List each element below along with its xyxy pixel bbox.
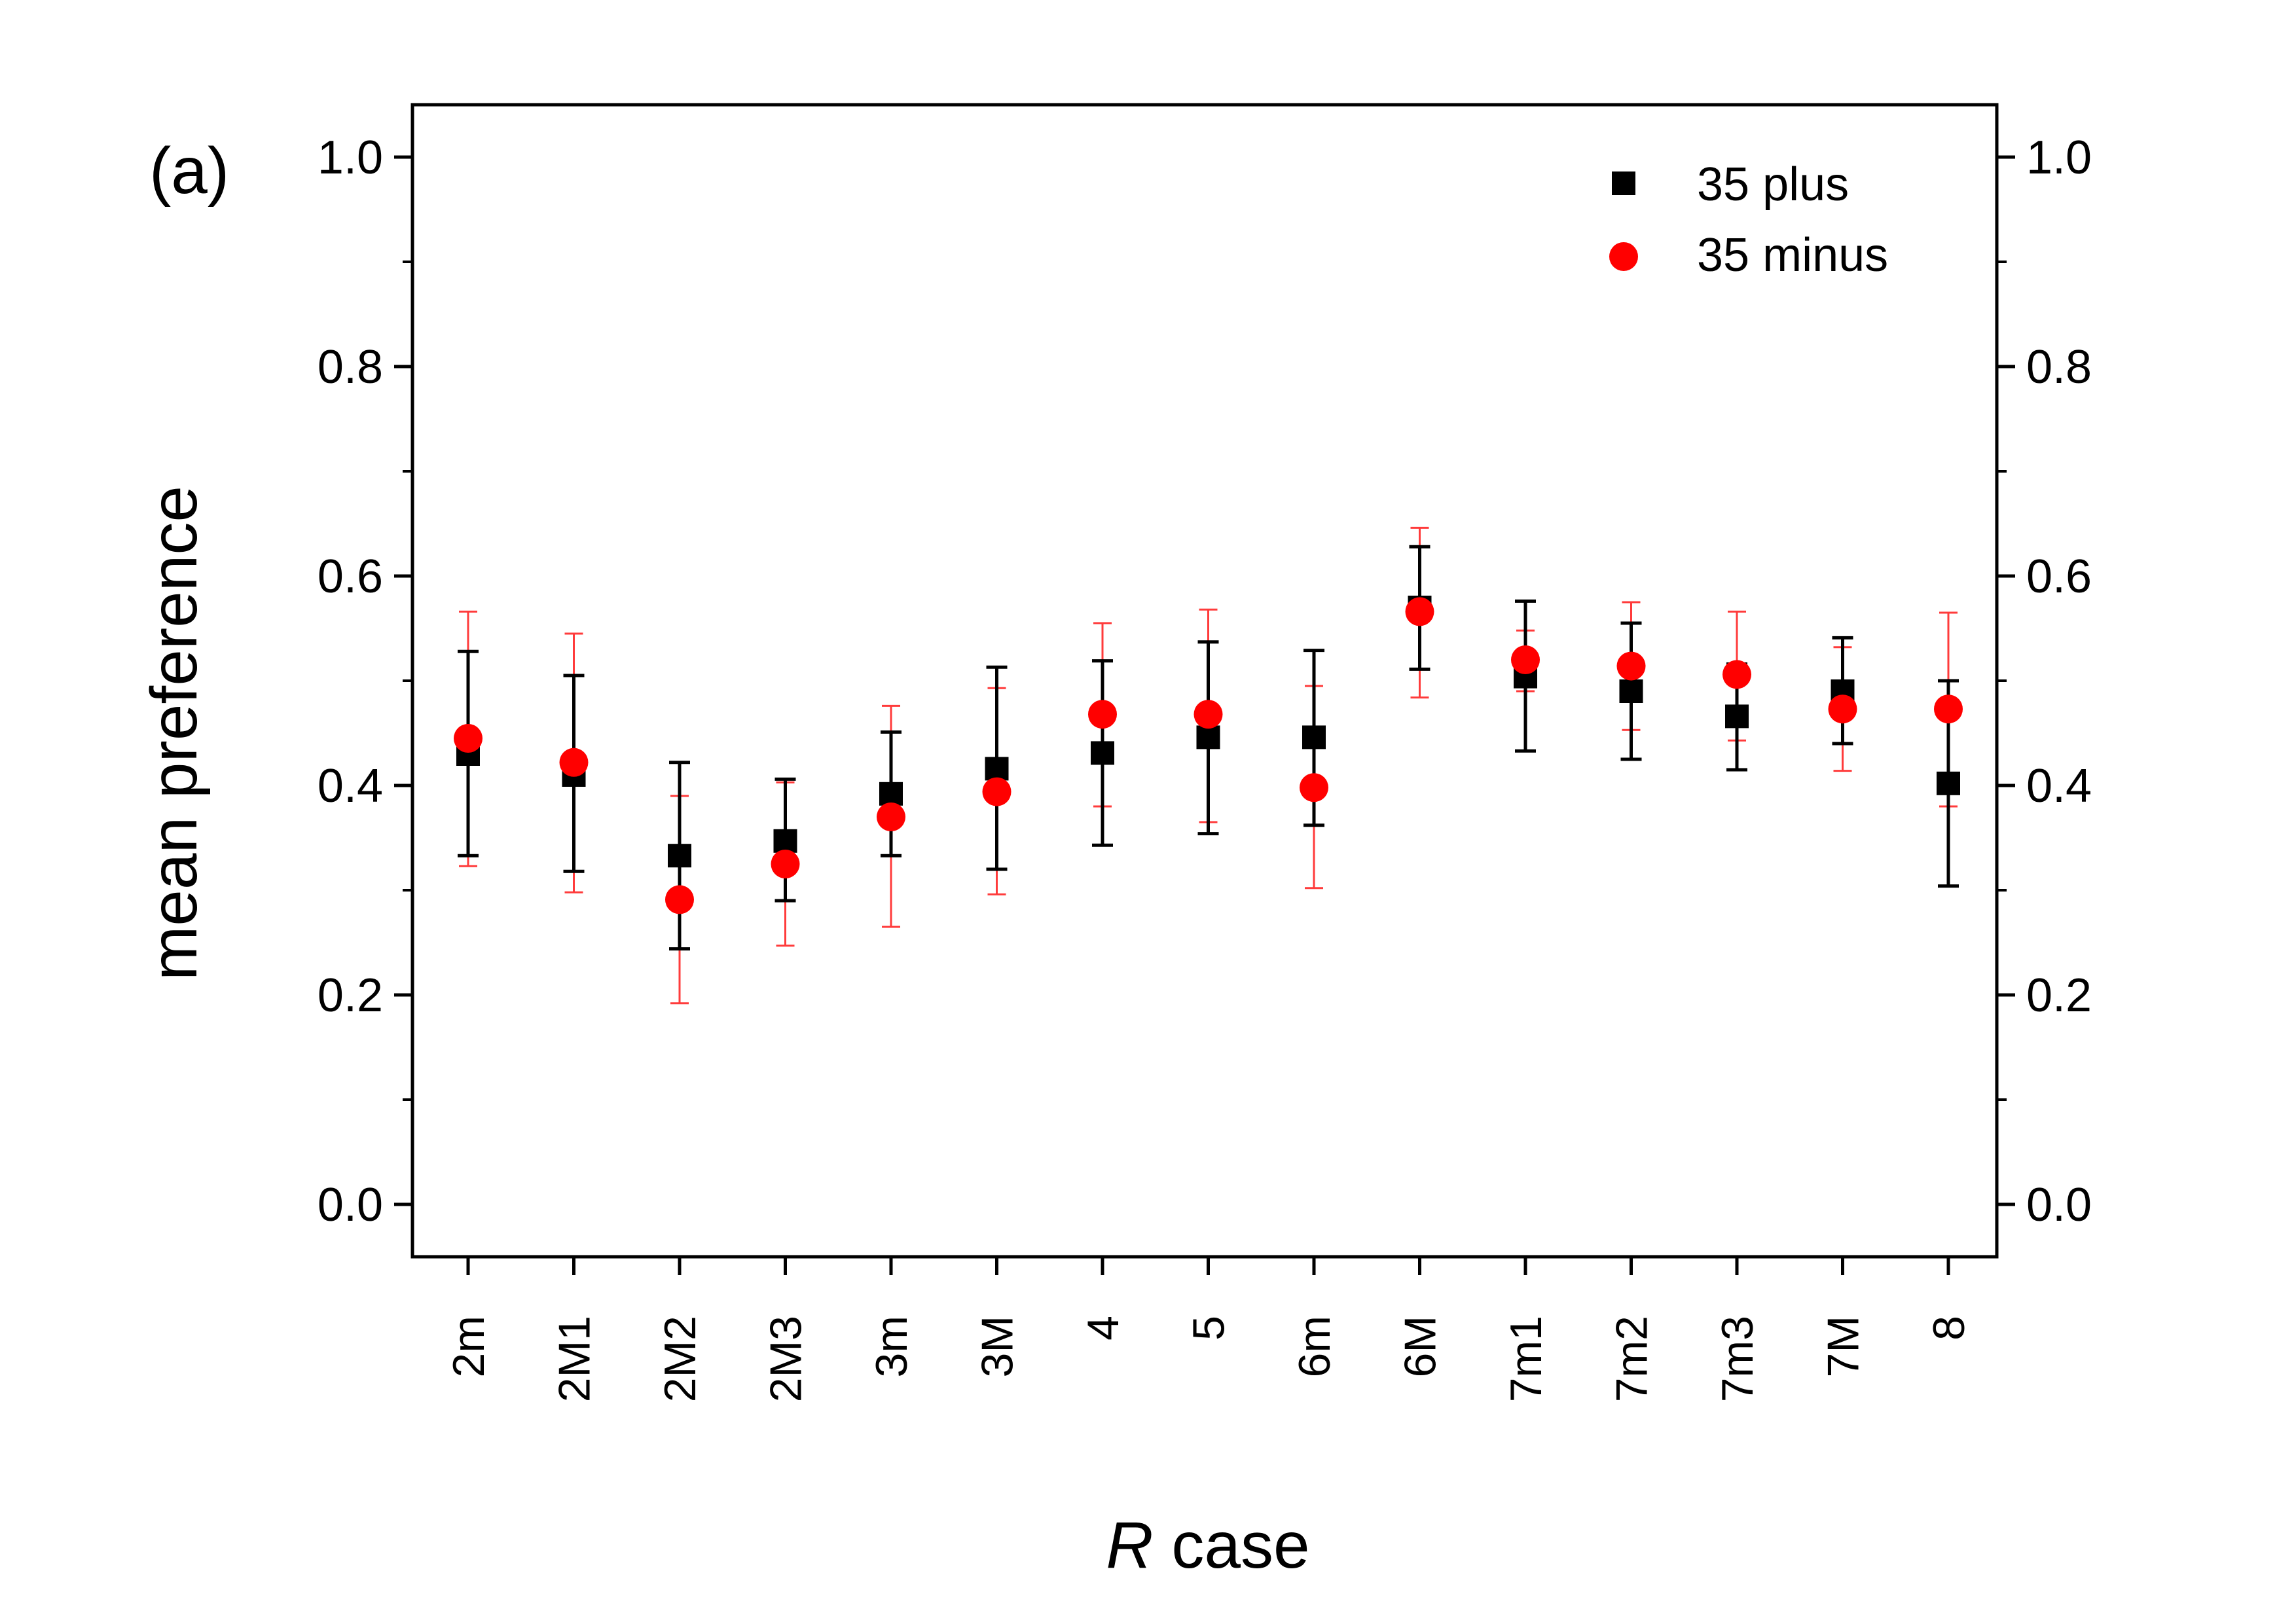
y-tick-label-left: 0.0	[318, 1179, 383, 1231]
data-point-circle	[1616, 651, 1646, 681]
y-tick-label-right: 0.2	[2026, 969, 2092, 1022]
x-tick-label: 6M	[1396, 1316, 1446, 1377]
data-point-circle	[559, 748, 589, 777]
data-point-square	[1302, 725, 1326, 749]
data-point-circle	[1722, 660, 1751, 689]
data-point-square	[668, 844, 691, 868]
x-tick-label: 3m	[867, 1316, 917, 1377]
x-tick-label: 7m2	[1607, 1316, 1657, 1402]
data-point-circle	[1511, 645, 1540, 674]
data-point-square	[985, 757, 1009, 781]
legend-label-35-plus: 35 plus	[1697, 158, 1849, 211]
x-axis-title-text: case	[1154, 1509, 1310, 1582]
y-tick-label-left: 0.2	[318, 969, 383, 1022]
y-axis-right: 0.0 0.2 0.4 0.6 0.8 1.0	[1997, 132, 2092, 1231]
x-tick-label: 7M	[1819, 1316, 1868, 1377]
y-tick-label-right: 0.6	[2026, 550, 2092, 603]
data-point-square	[1196, 725, 1220, 749]
errorbars-35-plus	[458, 545, 1959, 951]
panel-label: (a)	[149, 134, 229, 207]
x-axis-title: R case	[1106, 1509, 1309, 1582]
data-point-square	[879, 782, 903, 806]
y-axis-title: mean preference	[137, 486, 211, 981]
y-tick-label-right: 0.4	[2026, 760, 2092, 812]
x-tick-label: 4	[1078, 1316, 1128, 1341]
data-point-circle	[1194, 700, 1223, 729]
x-tick-label: 8	[1924, 1316, 1974, 1341]
data-point-circle	[454, 724, 483, 753]
data-point-square	[1937, 771, 1960, 795]
legend-label-35-minus: 35 minus	[1697, 229, 1888, 281]
x-tick-label: 2M2	[655, 1316, 705, 1402]
legend-marker-35-minus	[1609, 242, 1638, 271]
data-point-circle	[1088, 700, 1117, 729]
data-point-circle	[982, 777, 1011, 806]
y-tick-label-left: 1.0	[318, 132, 383, 184]
y-tick-label-left: 0.8	[318, 341, 383, 393]
x-tick-label: 7m3	[1713, 1316, 1762, 1402]
x-tick-label: 6m	[1290, 1316, 1339, 1377]
data-point-circle	[1828, 694, 1857, 724]
x-tick-label: 2M1	[550, 1316, 600, 1402]
data-point-circle	[771, 850, 800, 878]
y-tick-label-left: 0.6	[318, 550, 383, 603]
y-tick-label-right: 0.8	[2026, 341, 2092, 393]
y-tick-label-right: 1.0	[2026, 132, 2092, 184]
data-point-circle	[877, 802, 905, 831]
x-tick-label: 2m	[444, 1316, 494, 1377]
data-point-square	[1725, 704, 1749, 729]
x-tick-label: 5	[1184, 1316, 1234, 1341]
y-axis-left: 0.0 0.2 0.4 0.6 0.8 1.0	[318, 132, 412, 1231]
legend-marker-35-plus	[1612, 171, 1635, 195]
x-axis-title-variable: R	[1106, 1509, 1153, 1582]
data-point-square	[1091, 741, 1114, 765]
y-tick-label-right: 0.0	[2026, 1179, 2092, 1231]
data-point-circle	[665, 885, 694, 914]
data-point-square	[773, 829, 797, 853]
data-point-circle	[1934, 694, 1963, 724]
data-series-layer	[454, 526, 1963, 1005]
x-tick-label: 3M	[973, 1316, 1023, 1377]
markers-35-minus	[454, 597, 1963, 914]
y-tick-label-left: 0.4	[318, 760, 383, 812]
legend: 35 plus 35 minus	[1609, 158, 1888, 281]
x-axis: 2m 2M1 2M2 2M3 3m 3M 4 5 6m 6M 7m1 7m2 7m3 7M 8	[444, 1257, 1974, 1402]
x-tick-label: 7m1	[1501, 1316, 1551, 1402]
data-point-circle	[1405, 597, 1434, 626]
x-tick-label: 2M3	[761, 1316, 811, 1402]
data-point-circle	[1300, 773, 1328, 802]
data-point-square	[1619, 679, 1643, 703]
